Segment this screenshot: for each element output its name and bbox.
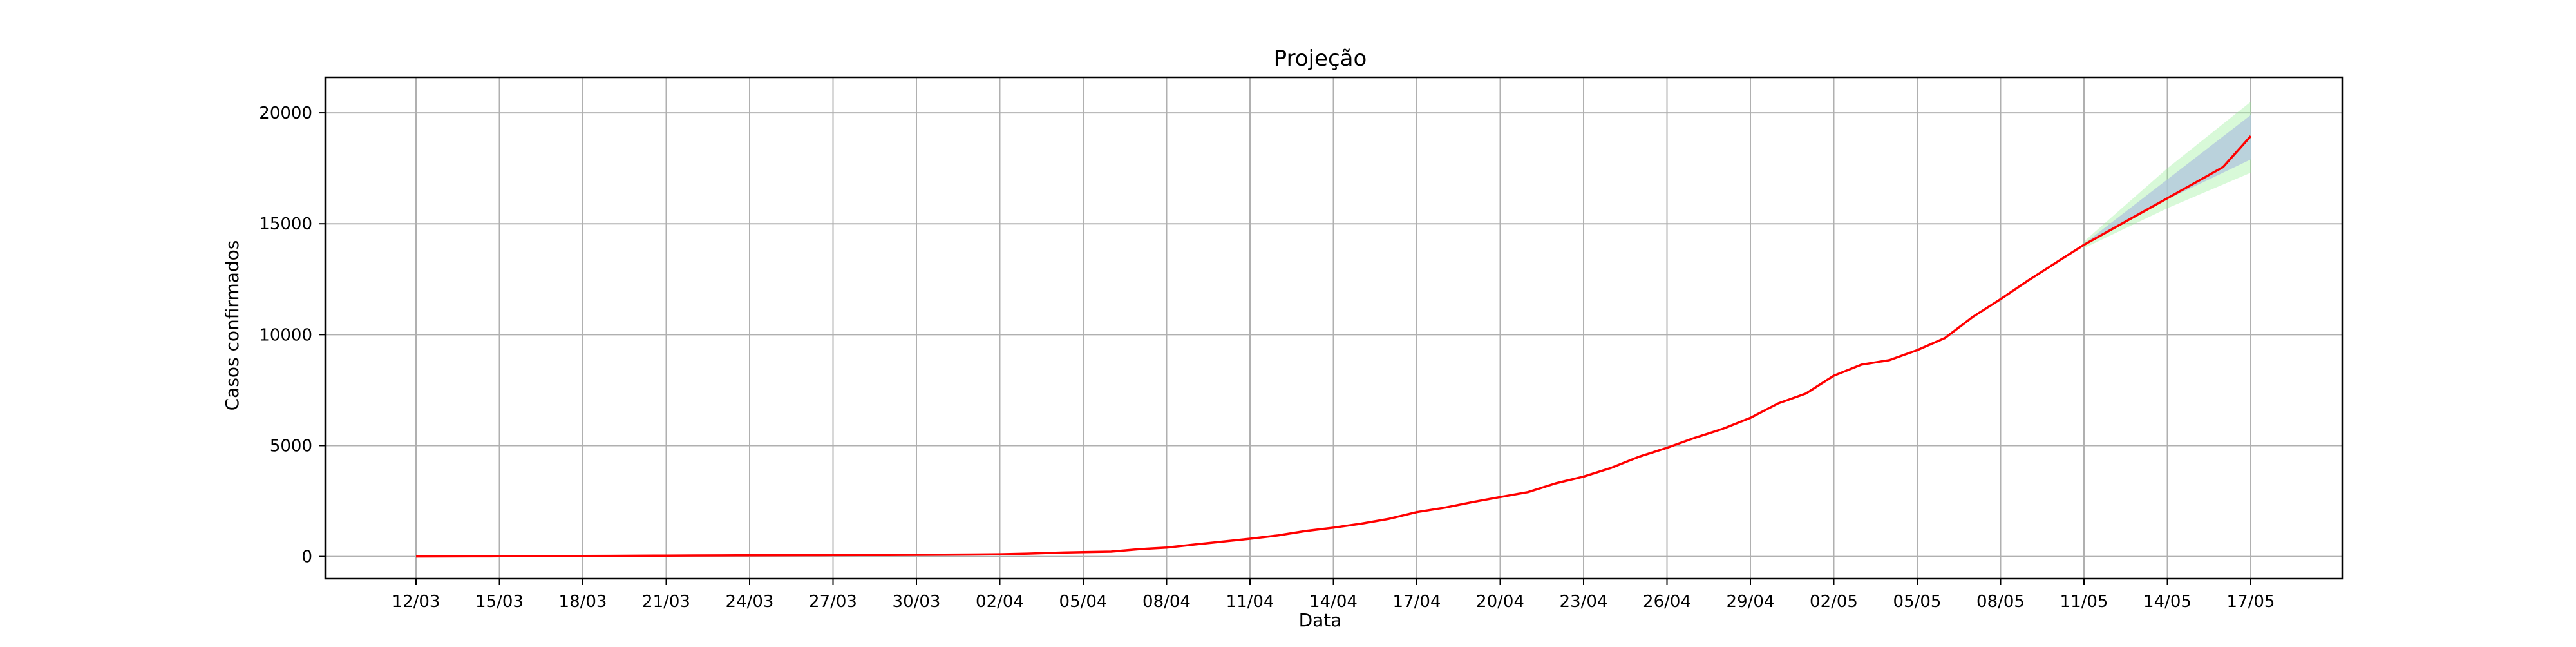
x-tick-label: 23/04	[1560, 592, 1608, 612]
x-tick-label: 05/05	[1893, 592, 1942, 612]
x-tick-label: 02/04	[976, 592, 1024, 612]
grid-layer	[325, 77, 2342, 579]
series-line	[415, 135, 2252, 558]
x-tick-label: 11/05	[2060, 592, 2108, 612]
x-tick-label: 15/03	[475, 592, 524, 612]
x-tick-label: 18/03	[559, 592, 607, 612]
x-tick-label: 20/04	[1476, 592, 1524, 612]
x-tick-label: 08/05	[1976, 592, 2025, 612]
x-tick-label: 27/03	[809, 592, 857, 612]
y-tick-label: 10000	[259, 325, 312, 345]
series-line-layer	[415, 135, 2252, 558]
x-tick-label: 11/04	[1226, 592, 1274, 612]
chart-title: Projeção	[1274, 46, 1367, 72]
x-axis-label: Data	[1299, 610, 1342, 631]
y-tick-label: 0	[301, 548, 312, 567]
inner-projection-band	[2084, 115, 2251, 246]
x-tick-label: 24/03	[726, 592, 774, 612]
y-tick-label: 15000	[259, 215, 312, 234]
x-tick-label: 08/04	[1142, 592, 1191, 612]
plot-frame	[324, 76, 2344, 580]
projection-band-layer	[2084, 101, 2251, 249]
outer-projection-band	[2084, 101, 2251, 249]
x-tick-label: 14/04	[1309, 592, 1358, 612]
y-tick-label: 20000	[259, 104, 312, 123]
x-tick-label: 17/04	[1393, 592, 1441, 612]
x-tick-label: 05/04	[1059, 592, 1108, 612]
x-tick-label: 21/03	[642, 592, 690, 612]
x-tick-label: 14/05	[2143, 592, 2192, 612]
x-tick-label: 30/03	[893, 592, 941, 612]
x-tick-label: 17/05	[2227, 592, 2275, 612]
x-tick-label: 12/03	[392, 592, 440, 612]
x-tick-label: 29/04	[1727, 592, 1775, 612]
y-tick-label: 5000	[270, 436, 312, 456]
axes-layer: 12/03 15/03 18/03 21/03 24/03 27/03 30/03 02/04…	[259, 76, 2344, 612]
y-axis-label: Casos confirmados	[222, 240, 243, 411]
x-tick-label: 26/04	[1643, 592, 1691, 612]
x-tick-label: 02/05	[1810, 592, 1858, 612]
